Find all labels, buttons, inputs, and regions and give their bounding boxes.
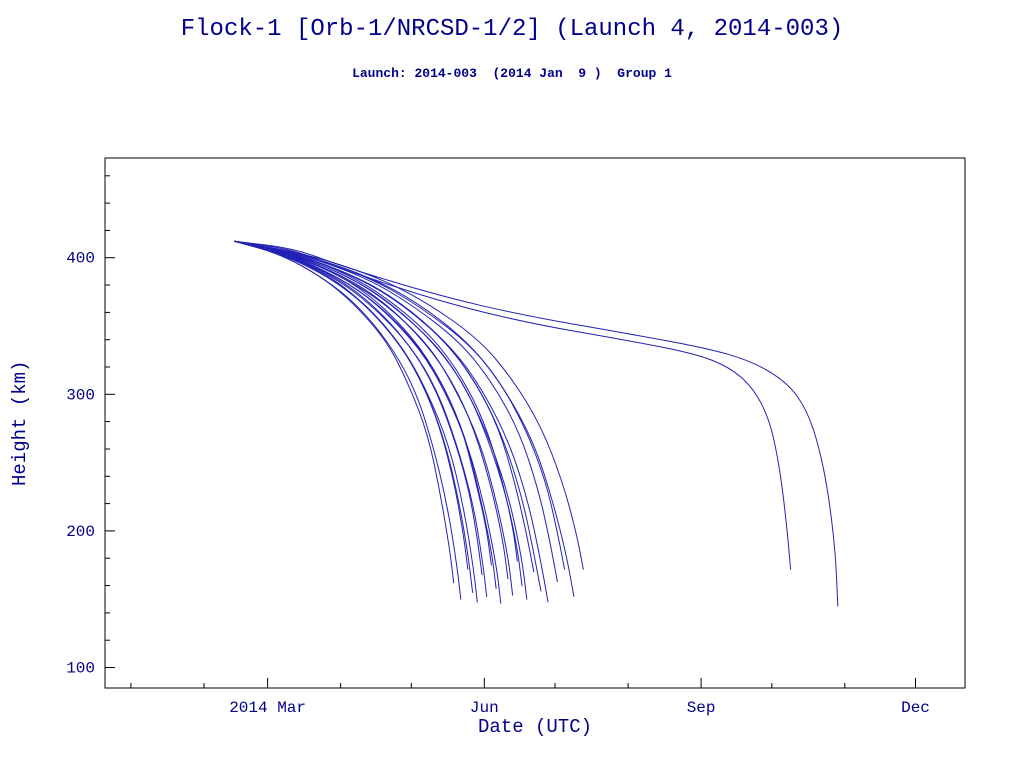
decay-curve-sat-12 [234,240,514,596]
decay-curve-sat-24 [234,240,839,607]
plot-frame [104,157,966,689]
y-tick-label: 400 [66,250,95,268]
decay-curve-sat-20 [234,240,565,570]
decay-curve-sat-16 [234,240,535,573]
decay-curve-sat-18 [234,240,549,603]
decay-curve-sat-19 [234,240,558,582]
chart-subtitle: Launch: 2014-003 (2014 Jan 9 ) Group 1 [352,66,672,81]
y-tick-label: 200 [66,523,95,541]
decay-curve-sat-01 [234,240,455,584]
decay-curve-sat-10 [234,240,502,604]
x-tick-label: Jun [470,699,499,717]
y-tick-label: 300 [66,386,95,404]
decay-curve-sat-21 [234,240,575,597]
x-tick-label: Dec [901,699,930,717]
decay-curve-sat-02 [234,240,462,600]
decay-curve-sat-17 [234,240,542,592]
decay-curve-sat-07 [234,240,488,597]
decay-curve-sat-13 [234,240,518,562]
decay-curve-sat-05 [234,240,478,603]
y-tick-label: 100 [66,660,95,678]
decay-curve-sat-15 [234,240,528,600]
y-axis-title: Height (km) [9,360,31,486]
decay-curve-sat-22 [234,240,584,570]
x-axis-title: Date (UTC) [477,716,593,738]
x-tick-label: 2014 Mar [229,699,306,717]
x-tick-label: Sep [687,699,716,717]
decay-curve-sat-23 [234,240,792,570]
chart-title: Flock-1 [Orb-1/NRCSD-1/2] (Launch 4, 201… [180,16,844,43]
